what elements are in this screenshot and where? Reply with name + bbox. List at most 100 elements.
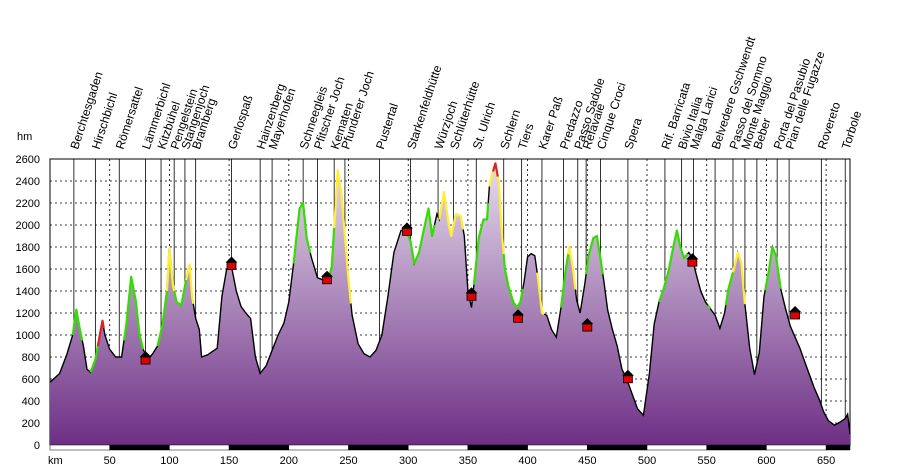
hut-body	[623, 375, 633, 384]
hut-roof	[321, 270, 334, 277]
x-tick-label: 100	[160, 455, 178, 467]
axes: hm km 0 200 400 600 800 1000 1200 1400 1600 1800 2…	[16, 131, 851, 467]
trail-segments	[71, 162, 782, 373]
y-tick-label: 0	[34, 440, 40, 452]
x-tick-label: 550	[698, 455, 716, 467]
hut-body	[513, 314, 523, 323]
trail-segment-red	[491, 162, 499, 177]
hut-markers	[139, 222, 802, 384]
y-tick-label: 1800	[16, 242, 40, 254]
scale-bar-block	[825, 444, 851, 451]
trail-segment-green	[559, 254, 570, 308]
scale-bar-block	[348, 444, 409, 451]
hut-marker	[225, 256, 238, 270]
hut-body	[466, 292, 477, 301]
scale-bar-block	[467, 444, 528, 451]
trail-segment-yellow	[438, 190, 465, 238]
trail-segment-green	[472, 202, 490, 285]
hut-marker	[139, 351, 152, 365]
trail-segment-green	[89, 345, 99, 373]
y-tick-label: 2600	[16, 154, 40, 166]
hut-marker	[686, 253, 699, 267]
y-tick-label: 1600	[16, 264, 40, 276]
y-tick-label: 800	[22, 352, 40, 364]
x-tick-label: 50	[104, 455, 116, 467]
x-tick-label: 150	[220, 455, 238, 467]
scale-bar-block	[766, 444, 827, 451]
trail-segment-green	[764, 245, 782, 291]
y-tick-label: 600	[22, 374, 40, 386]
place-label: Torbole	[839, 109, 865, 151]
x-axis-label: km	[48, 455, 63, 467]
hut-roof	[686, 253, 699, 260]
scale-bar-block	[646, 444, 707, 451]
hut-roof	[789, 306, 802, 312]
hut-marker	[581, 318, 594, 332]
y-tick-label: 2400	[16, 176, 40, 188]
hut-body	[140, 356, 151, 365]
scale-bar-block	[228, 444, 290, 451]
y-axis-label: hm	[17, 131, 32, 143]
hut-marker	[621, 369, 634, 384]
hut-body	[322, 276, 332, 285]
trail-segment-green	[292, 201, 312, 264]
scale-bar-block	[587, 444, 648, 451]
trail-segment-green	[328, 227, 336, 276]
profile-fill	[50, 163, 850, 445]
hut-body	[226, 262, 237, 270]
y-tick-label: 2200	[16, 198, 40, 210]
hut-roof	[225, 256, 238, 263]
hut-marker	[401, 222, 414, 236]
scale-bar-block	[527, 444, 588, 451]
trail-segment-green	[502, 254, 524, 309]
place-label: Gerlospaß	[225, 93, 256, 151]
trail-segment-yellow	[165, 248, 176, 292]
x-tick-label: 500	[638, 455, 656, 467]
x-tick-label: 450	[578, 455, 596, 467]
trail-segment-red	[96, 319, 105, 347]
trail-segment-green	[71, 308, 84, 341]
trail-segment-yellow	[536, 272, 545, 316]
scale-bar-block	[407, 444, 469, 451]
scale-bar-block	[706, 444, 767, 451]
hut-marker	[465, 287, 478, 301]
hut-body	[582, 323, 593, 332]
trail-segment-green	[585, 234, 604, 275]
y-tick-label: 1000	[16, 330, 40, 342]
place-label: Spera	[621, 116, 644, 151]
x-tick-label: 250	[339, 455, 357, 467]
hut-roof	[581, 318, 594, 325]
scale-bar-block	[109, 444, 170, 451]
hut-roof	[512, 309, 525, 316]
trail-segment-yellow	[330, 168, 352, 304]
scale-bar-block	[169, 444, 230, 451]
hut-body	[402, 227, 412, 236]
hut-body	[790, 311, 800, 320]
trail-segment-green	[707, 304, 712, 310]
x-tick-label: 200	[280, 455, 298, 467]
hut-marker	[789, 306, 802, 320]
place-label: Pustertal	[373, 102, 401, 151]
trail-segment-yellow	[185, 263, 195, 304]
scale-bar-block	[49, 444, 110, 451]
trail-segment-green	[724, 272, 735, 306]
trail-segment-green	[407, 207, 436, 265]
hut-roof	[621, 369, 634, 376]
y-tick-label: 2000	[16, 220, 40, 232]
x-tick-label: 400	[518, 455, 536, 467]
x-tick-label: 350	[459, 455, 477, 467]
y-tick-label: 1400	[16, 286, 40, 298]
y-tick-label: 200	[22, 418, 40, 430]
hut-marker	[321, 270, 334, 285]
y-tick-label: 400	[22, 396, 40, 408]
hut-marker	[512, 309, 525, 323]
scale-bar-block	[288, 444, 349, 451]
x-tick-label: 300	[399, 455, 417, 467]
x-tick-label: 600	[757, 455, 775, 467]
hut-roof	[401, 222, 414, 229]
trail-segment-green	[122, 275, 145, 350]
x-tick-label: 650	[817, 455, 835, 467]
trail-segment-yellow	[567, 245, 577, 290]
y-tick-label: 1200	[16, 308, 40, 320]
